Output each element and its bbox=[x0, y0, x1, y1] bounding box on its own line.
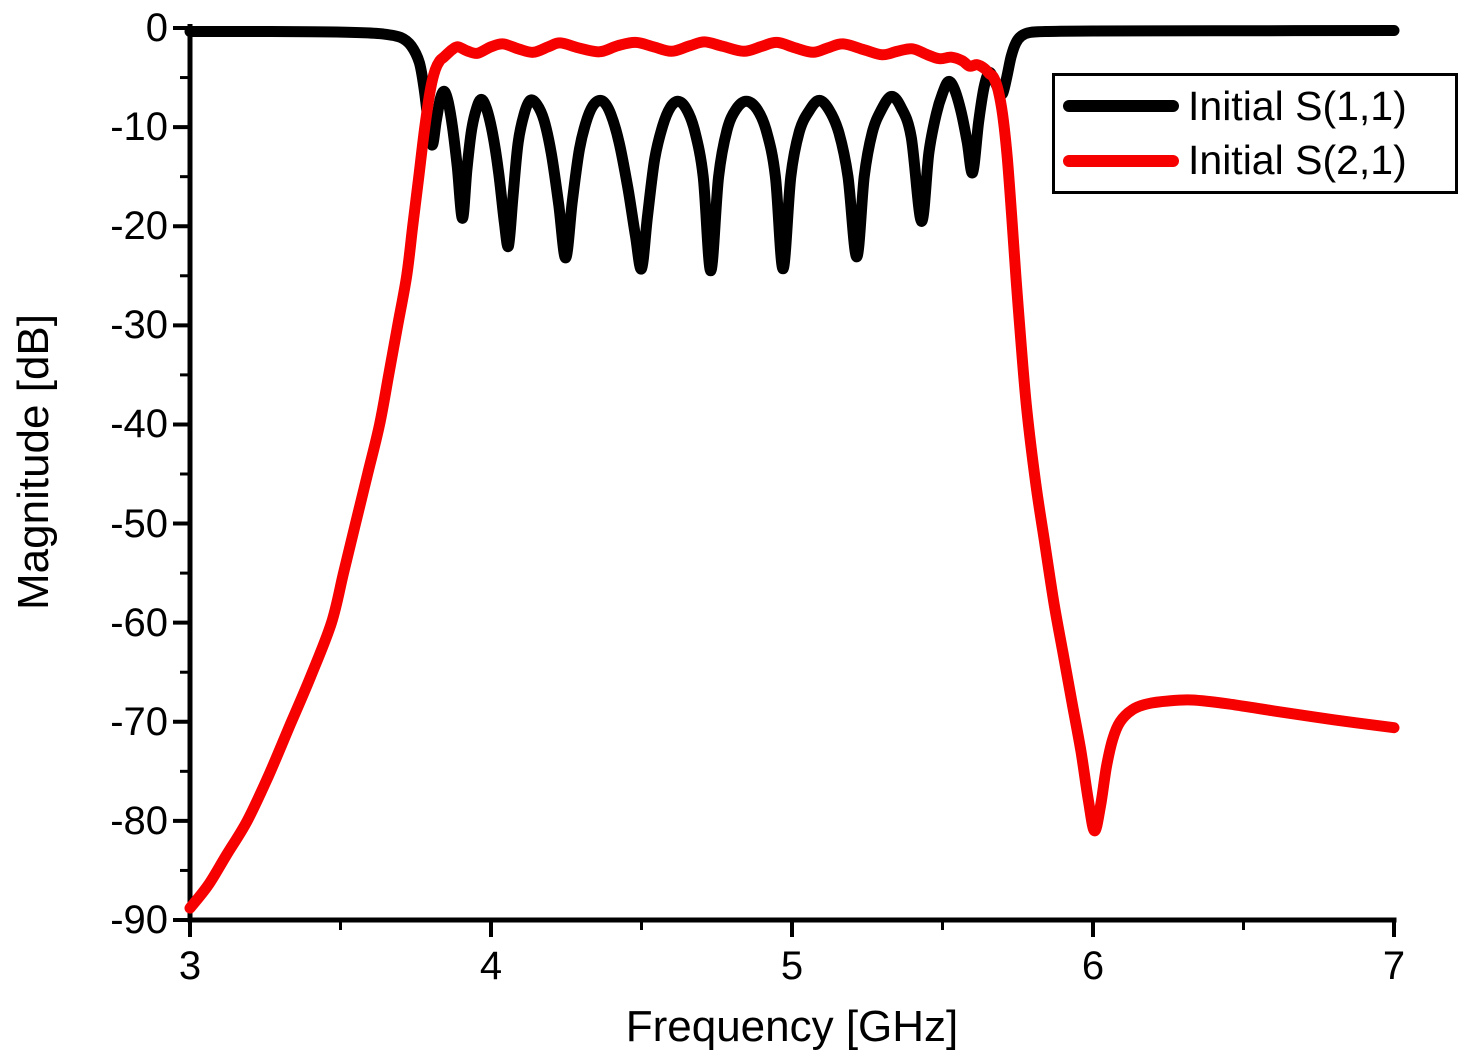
y-tick-label: 0 bbox=[145, 6, 168, 50]
s11-curve bbox=[184, 25, 1400, 277]
y-tick-label: -50 bbox=[110, 501, 168, 546]
y-axis-title: Magnitude [dB] bbox=[9, 314, 58, 610]
s21-curve bbox=[184, 36, 1400, 914]
y-tick-label: -20 bbox=[110, 204, 168, 249]
y-tick-label: -30 bbox=[110, 303, 168, 348]
x-axis-title: Frequency [GHz] bbox=[625, 1002, 959, 1051]
s21-line-sample bbox=[1063, 154, 1179, 167]
x-tick-label: 5 bbox=[780, 944, 804, 988]
x-tick-label: 6 bbox=[1081, 944, 1105, 988]
legend-row-s21: Initial S(2,1) bbox=[1055, 135, 1455, 187]
legend-row-s11: Initial S(1,1) bbox=[1055, 80, 1455, 132]
x-tick-label: 7 bbox=[1382, 944, 1406, 988]
s11-line-sample bbox=[1063, 100, 1179, 113]
y-tick-label: -60 bbox=[110, 600, 168, 645]
legend-label-s11: Initial S(1,1) bbox=[1188, 82, 1407, 129]
y-tick-label: -40 bbox=[110, 402, 168, 447]
x-tick-label: 3 bbox=[178, 944, 202, 988]
y-tick-label: -90 bbox=[110, 898, 168, 942]
y-tick-label: -80 bbox=[110, 798, 168, 843]
y-tick-label: -70 bbox=[110, 699, 168, 744]
x-tick-label: 4 bbox=[479, 944, 503, 988]
legend: Initial S(1,1) Initial S(2,1) bbox=[1052, 73, 1458, 194]
legend-label-s21: Initial S(2,1) bbox=[1188, 137, 1407, 184]
y-tick-label: -10 bbox=[110, 105, 168, 150]
